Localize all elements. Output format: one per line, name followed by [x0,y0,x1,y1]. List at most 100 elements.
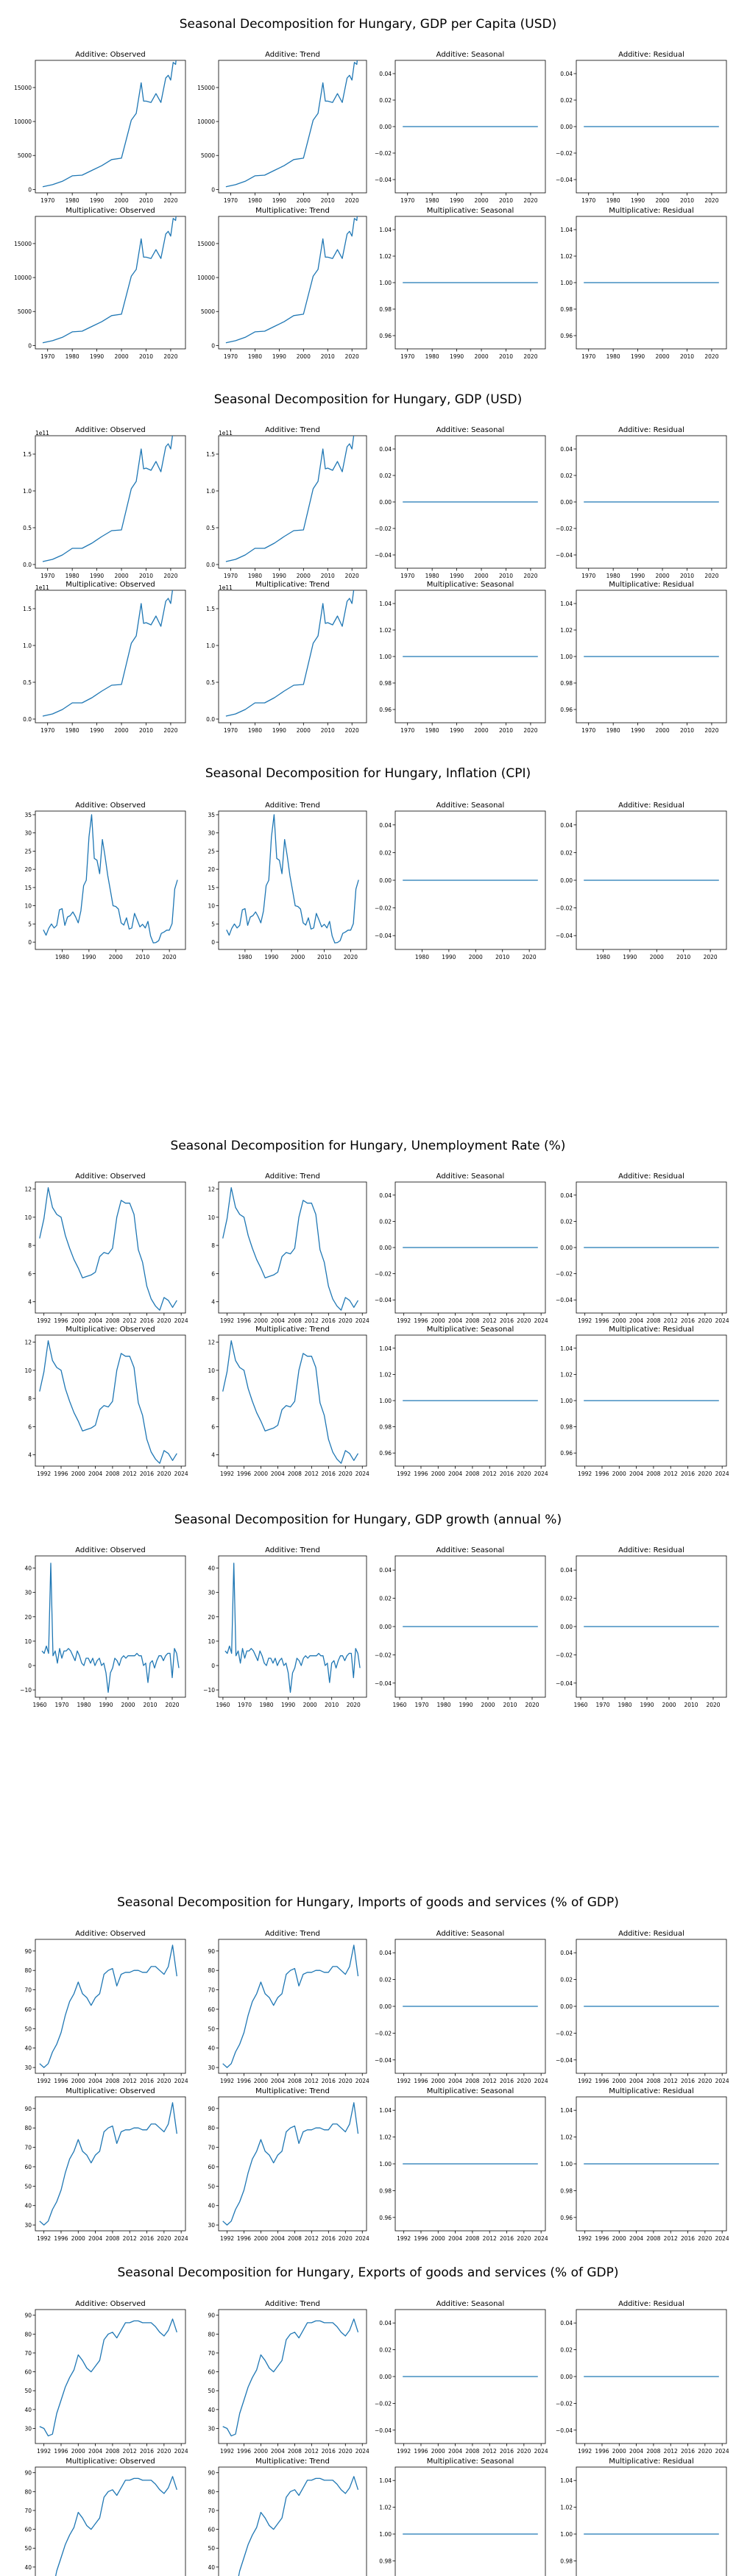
y-tick-label: 1.02 [379,2505,392,2511]
x-tick-label: 2020 [339,2448,353,2455]
subplot-title: Multiplicative: Trend [255,207,330,215]
x-tick-label: 1996 [237,1317,251,1324]
x-tick-label: 1980 [606,353,620,360]
x-tick-label: 1980 [66,197,79,204]
y-tick-label: 70 [208,2145,215,2151]
subplot-additive-seasonal: Additive: Seasonal 1992 1996 2000 2004 2008 20… [375,1172,548,1324]
x-tick-label: 1970 [40,573,54,579]
y-tick-label: 20 [208,1614,215,1621]
series-line [222,2318,359,2437]
y-tick-label: −0.02 [375,2400,392,2407]
y-tick-label: 0.98 [379,2187,392,2194]
axes-frame [35,810,186,950]
axes-frame [218,590,367,723]
x-tick-label: 2024 [174,2448,188,2455]
x-tick-label: 2020 [339,1471,353,1477]
axes-frame [394,2466,546,2576]
y-tick-label: −10 [203,1687,215,1694]
x-tick-label: 2020 [704,727,718,734]
y-tick-label: 0.96 [560,707,573,713]
x-tick-label: 2012 [483,2078,497,2084]
x-tick-label: 1970 [595,1702,609,1708]
y-tick-label: 10 [24,1638,32,1645]
axis-offset-label: 1e11 [35,430,49,436]
x-tick-label: 2020 [157,2448,171,2455]
x-tick-label: 2000 [431,1471,445,1477]
y-tick-label: 0.02 [560,2347,573,2354]
y-tick-label: 70 [208,1987,215,1994]
series-line [42,60,177,188]
x-tick-label: 2000 [612,1471,626,1477]
x-tick-label: 1980 [259,1702,273,1708]
subplot-title: Additive: Seasonal [436,51,505,59]
y-tick-label: 0.96 [379,1450,392,1457]
y-tick-label: 40 [208,2045,215,2052]
chart-title: Seasonal Decomposition for Hungary, Infl… [205,766,531,781]
x-tick-label: 1970 [40,353,54,360]
y-tick-label: 1.04 [560,2477,573,2484]
y-tick-label: 0.5 [206,679,215,686]
x-tick-label: 1996 [54,1471,68,1477]
x-tick-label: 2024 [534,2078,548,2084]
axes-frame [218,216,367,350]
x-tick-label: 2020 [157,1471,171,1477]
y-tick-label: 30 [208,2064,215,2071]
x-tick-label: 2008 [465,2235,479,2242]
x-tick-label: 2004 [448,1471,462,1477]
y-tick-label: 0 [211,939,215,946]
y-tick-label: 30 [24,2425,32,2432]
x-tick-label: 2008 [646,2078,660,2084]
x-tick-label: 1980 [425,197,439,204]
x-tick-label: 2024 [534,1317,548,1324]
y-tick-label: 0.04 [379,1567,392,1574]
y-tick-label: 0.96 [379,707,392,713]
x-tick-label: 2000 [656,727,670,734]
y-tick-label: 30 [208,830,215,837]
x-tick-label: 2000 [71,2235,85,2242]
subplot-title: Additive: Seasonal [436,1546,505,1554]
axes-frame [218,1334,367,1467]
x-tick-label: 1992 [37,1317,51,1324]
y-tick-label: 80 [24,2331,32,2338]
x-tick-label: 2008 [646,1471,660,1477]
x-tick-label: 2020 [698,1317,712,1324]
y-tick-label: −0.04 [375,2057,392,2064]
y-tick-label: 1.02 [560,1371,573,1378]
x-tick-label: 2000 [71,1471,85,1477]
subplot-multiplicative-seasonal: Multiplicative: Seasonal 1970 1980 1990 2000… [379,207,546,360]
subplot-title: Multiplicative: Residual [609,207,694,215]
y-tick-label: 1.0 [206,643,215,649]
subplot-title: Multiplicative: Seasonal [427,581,514,589]
y-tick-label: 0.02 [379,2347,392,2354]
subplot-title: Additive: Trend [265,802,320,810]
subplot-title: Additive: Seasonal [436,2300,505,2308]
x-tick-label: 2020 [339,1317,353,1324]
y-tick-label: 0.96 [560,333,573,339]
y-tick-label: 1.00 [560,280,573,286]
y-tick-label: 80 [24,2488,32,2495]
x-tick-label: 2012 [123,2235,137,2242]
y-tick-label: 70 [24,2145,32,2151]
x-tick-label: 2000 [469,954,483,960]
y-tick-label: 35 [208,812,215,818]
x-tick-label: 2024 [174,1471,188,1477]
x-tick-label: 1970 [400,197,414,204]
x-tick-label: 2004 [448,2078,462,2084]
x-tick-label: 2000 [656,197,670,204]
series-line [39,1945,177,2068]
axes-frame [218,2466,367,2576]
x-tick-label: 2008 [288,1317,302,1324]
x-tick-label: 2004 [271,2235,285,2242]
x-tick-label: 2004 [88,2448,102,2455]
series-line [39,2318,177,2437]
x-tick-label: 1980 [415,954,429,960]
y-tick-label: 0.00 [379,124,392,130]
x-tick-label: 1970 [400,353,414,360]
subplot-multiplicative-trend: Multiplicative: Trend 1970 1980 1990 2000 201… [197,207,367,360]
subplot-title: Additive: Observed [75,802,146,810]
y-tick-label: 0.04 [379,446,392,453]
x-tick-label: 2020 [345,197,359,204]
y-tick-label: 25 [208,848,215,854]
